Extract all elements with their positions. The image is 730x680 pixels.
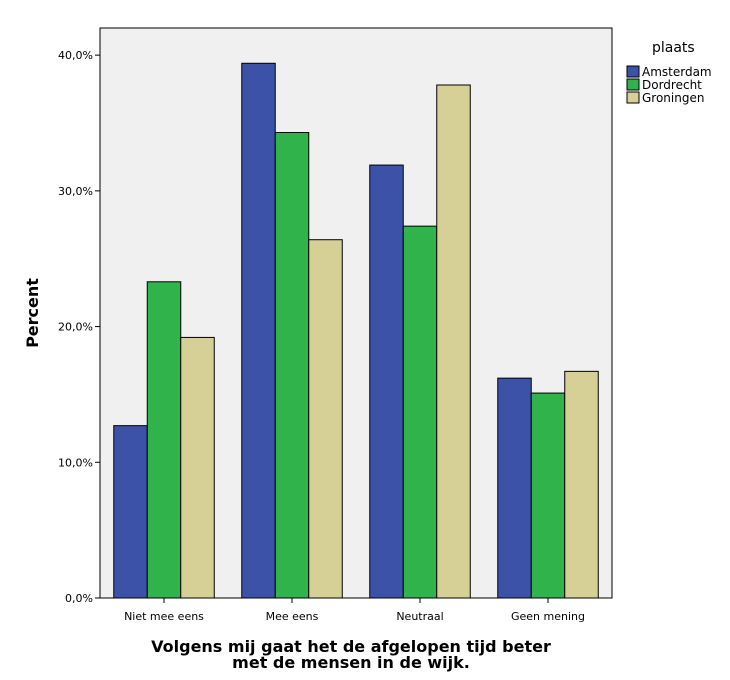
x-axis: Niet mee eens Mee eens Neutraal Geen mening <box>124 598 585 623</box>
y-axis: 0,0% 10,0% 20,0% 30,0% 40,0% <box>58 49 100 605</box>
y-tick-label: 30,0% <box>58 185 93 198</box>
bar-dordrecht-3 <box>402 225 438 599</box>
legend-swatch-amsterdam <box>626 65 640 78</box>
bar-groningen-1 <box>180 336 215 599</box>
y-tick-label: 10,0% <box>58 456 93 469</box>
y-tick-label: 20,0% <box>58 321 93 334</box>
legend-swatch-groningen <box>626 91 640 104</box>
x-axis-title-line1: Volgens mij gaat het de afgelopen tijd b… <box>151 637 551 656</box>
bar-amsterdam-3 <box>369 164 404 599</box>
legend-title: plaats <box>652 40 695 56</box>
y-axis-title: Percent <box>23 278 42 348</box>
legend-label-dordrecht: Dordrecht <box>642 78 702 92</box>
bar-amsterdam-4 <box>497 377 532 599</box>
x-axis-title-line2: met de mensen in de wijk. <box>232 653 470 672</box>
y-tick-label: 0,0% <box>65 592 93 605</box>
legend-swatch-dordrecht <box>626 78 640 91</box>
bar-amsterdam-2 <box>241 62 276 599</box>
x-tick-label: Mee eens <box>266 610 319 623</box>
bar-dordrecht-1 <box>146 281 182 599</box>
bar-groningen-2 <box>308 239 343 599</box>
bar-amsterdam-1 <box>113 425 148 599</box>
x-tick-label: Niet mee eens <box>124 610 204 623</box>
bar-dordrecht-4 <box>530 392 566 599</box>
bar-groningen-4 <box>564 370 599 599</box>
legend-label-amsterdam: Amsterdam <box>642 65 712 79</box>
bar-groningen-3 <box>436 84 471 599</box>
y-tick-label: 40,0% <box>58 49 93 62</box>
x-tick-label: Neutraal <box>396 610 443 623</box>
bars-layer <box>113 62 599 599</box>
bar-dordrecht-2 <box>274 132 310 599</box>
x-tick-label: Geen mening <box>511 610 585 623</box>
legend-label-groningen: Groningen <box>642 91 704 105</box>
